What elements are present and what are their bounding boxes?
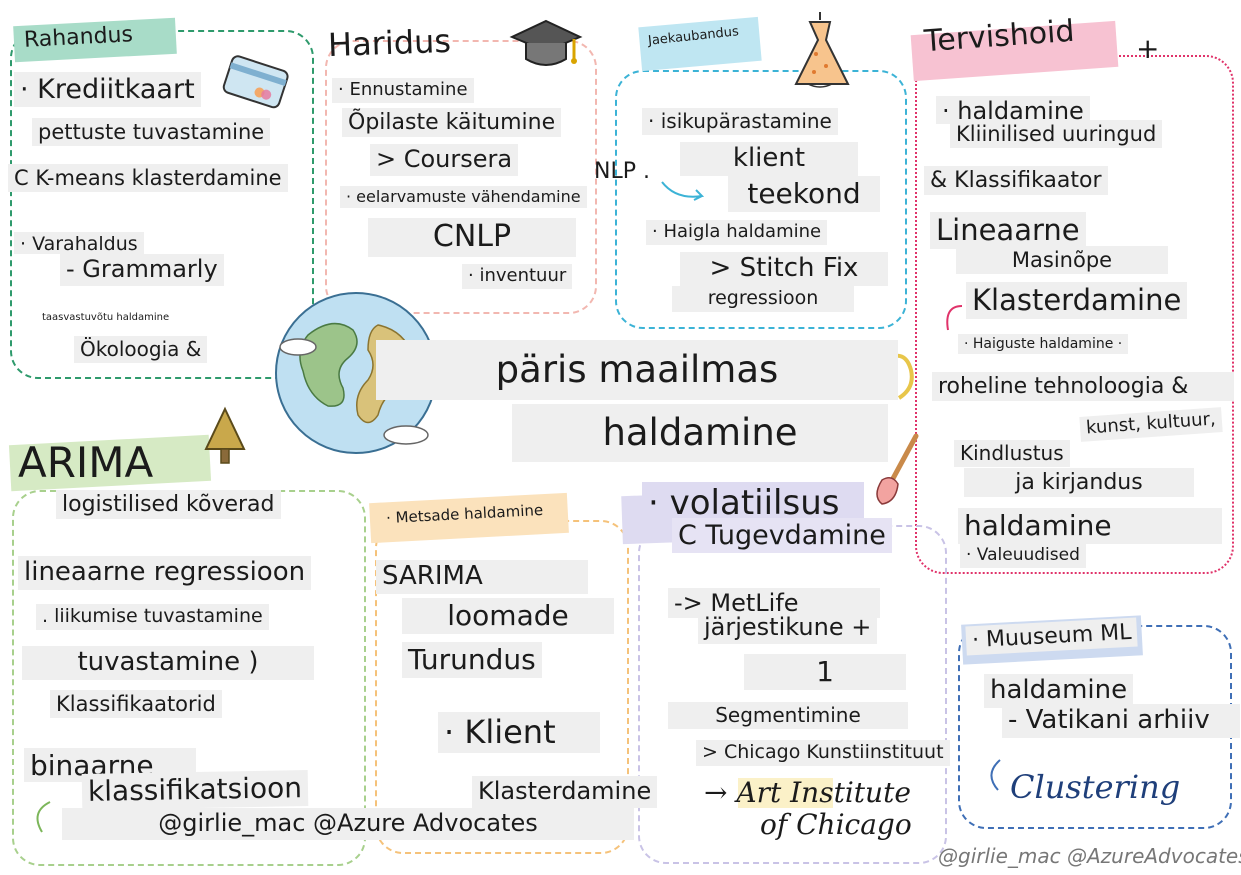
finance-line-fraud: pettuste tuvastamine: [32, 118, 271, 147]
arima-line-detection: tuvastamine ): [22, 646, 314, 680]
volatility-line-one: 1: [744, 654, 906, 691]
retail-line-personalization: · isikupärastamine: [642, 108, 838, 135]
center-title-line2: haldamine: [512, 404, 888, 462]
volatility-line-volatility: · volatiilsus: [642, 482, 864, 526]
volatility-line-of-chicago: of Chicago: [760, 808, 912, 841]
education-line-predicting: · Ennustamine: [332, 78, 474, 103]
retail-line-nlp: NLP .: [594, 159, 650, 184]
arima-line-logistic: logistilised kõverad: [56, 490, 281, 520]
forest-line-marketing: Turundus: [402, 642, 542, 679]
education-line-coursera: > Coursera: [370, 144, 519, 176]
retail-line-regression: regressioon: [672, 286, 854, 312]
health-line-clinical: Kliinilised uuringud: [950, 120, 1163, 149]
education-line-cnlp: CNLP: [368, 218, 576, 257]
volatility-line-chicago: > Chicago Kunstiinstituut: [696, 740, 950, 766]
forest-line-animals: loomade: [402, 598, 614, 635]
health-line-ml: Masinõpe: [956, 246, 1168, 275]
dress-icon: [794, 12, 850, 88]
arima-line-linreg: lineaarne regressioon: [18, 556, 312, 590]
health-plus: +: [1136, 32, 1160, 65]
health-line-clustering: Klasterdamine: [966, 282, 1188, 320]
arima-line-motion: . liikumise tuvastamine: [36, 604, 269, 630]
volatility-line-segmentation: Segmentimine: [668, 702, 908, 729]
education-box: [325, 40, 597, 314]
tree-icon: [204, 406, 246, 464]
volatility-line-art-institute: → Art Institute: [704, 776, 911, 809]
finance-line-asset: · Varahaldus: [14, 232, 144, 254]
education-header: Haridus: [327, 21, 452, 65]
center-title-line1: päris maailmas: [376, 340, 898, 400]
museum-line-management: haldamine: [984, 674, 1134, 708]
curl-arrow-icon: [990, 759, 1001, 791]
forest-line-clustering: Klasterdamine: [472, 776, 658, 808]
arima-line-classification: klassifikatsioon: [81, 770, 309, 811]
paintbrush-icon: [876, 433, 919, 505]
curl-arrow-icon: [36, 801, 51, 833]
education-line-inventory: · inventuur: [462, 264, 573, 289]
forest-line-sarima: SARIMA: [376, 560, 588, 594]
health-line-insurance: Kindlustus: [954, 440, 1070, 467]
finance-line-grammarly: - Grammarly: [60, 254, 224, 286]
health-line-management2: haldamine: [958, 508, 1222, 545]
health-line-management: · haldamine: [936, 96, 1090, 124]
finance-line-readmission: taasvastuvõtu haldamine: [42, 312, 170, 323]
retail-line-hospital: · Haigla haldamine: [646, 220, 828, 245]
health-line-classifier: & Klassifikaator: [924, 166, 1108, 196]
forest-line-customer: · Klient: [438, 712, 600, 753]
arrow-icon: [661, 181, 705, 201]
art-institute-highlight: [738, 778, 833, 808]
curl-arrow-icon: [946, 305, 963, 331]
museum-line-vatican: - Vatikani arhiiv: [1002, 704, 1240, 738]
author-credit: @girlie_mac @AzureAdvocates: [938, 844, 1241, 868]
credit-card-icon: [222, 55, 289, 109]
finance-line-credit-card: · Krediitkaart: [14, 72, 201, 108]
arima-line-classifiers: Klassifikaatorid: [50, 690, 222, 719]
graduation-cap-icon: [509, 19, 583, 66]
retail-box: [615, 70, 907, 329]
education-line-bias: · eelarvamuste vähendamine: [340, 186, 587, 209]
health-line-fakenews: · Valeuudised: [960, 544, 1086, 568]
health-line-disease: · Haiguste haldamine ·: [958, 334, 1129, 355]
finance-line-kmeans: C K-means klasterdamine: [8, 164, 288, 193]
volatility-line-reinforcement: C Tugevdamine: [672, 518, 892, 554]
volatility-line-sequential: järjestikune +: [698, 612, 878, 644]
museum-line-clustering: Clustering: [1010, 768, 1181, 806]
retail-line-stitchfix: > Stitch Fix: [680, 252, 888, 286]
retail-line-journey: teekond: [728, 176, 880, 213]
health-line-literature: ja kirjandus: [964, 468, 1194, 498]
retail-line-customer: klient: [680, 142, 858, 176]
education-line-behaviour: Õpilaste käitumine: [342, 108, 562, 138]
arima-line-handle: @girlie_mac @Azure Advocates: [62, 808, 634, 840]
arima-header: ARIMA: [18, 438, 154, 487]
health-line-greentech: roheline tehnoloogia &: [932, 372, 1234, 402]
finance-line-ecology: Ökoloogia &: [74, 336, 208, 363]
health-line-linear: Lineaarne: [930, 212, 1086, 250]
